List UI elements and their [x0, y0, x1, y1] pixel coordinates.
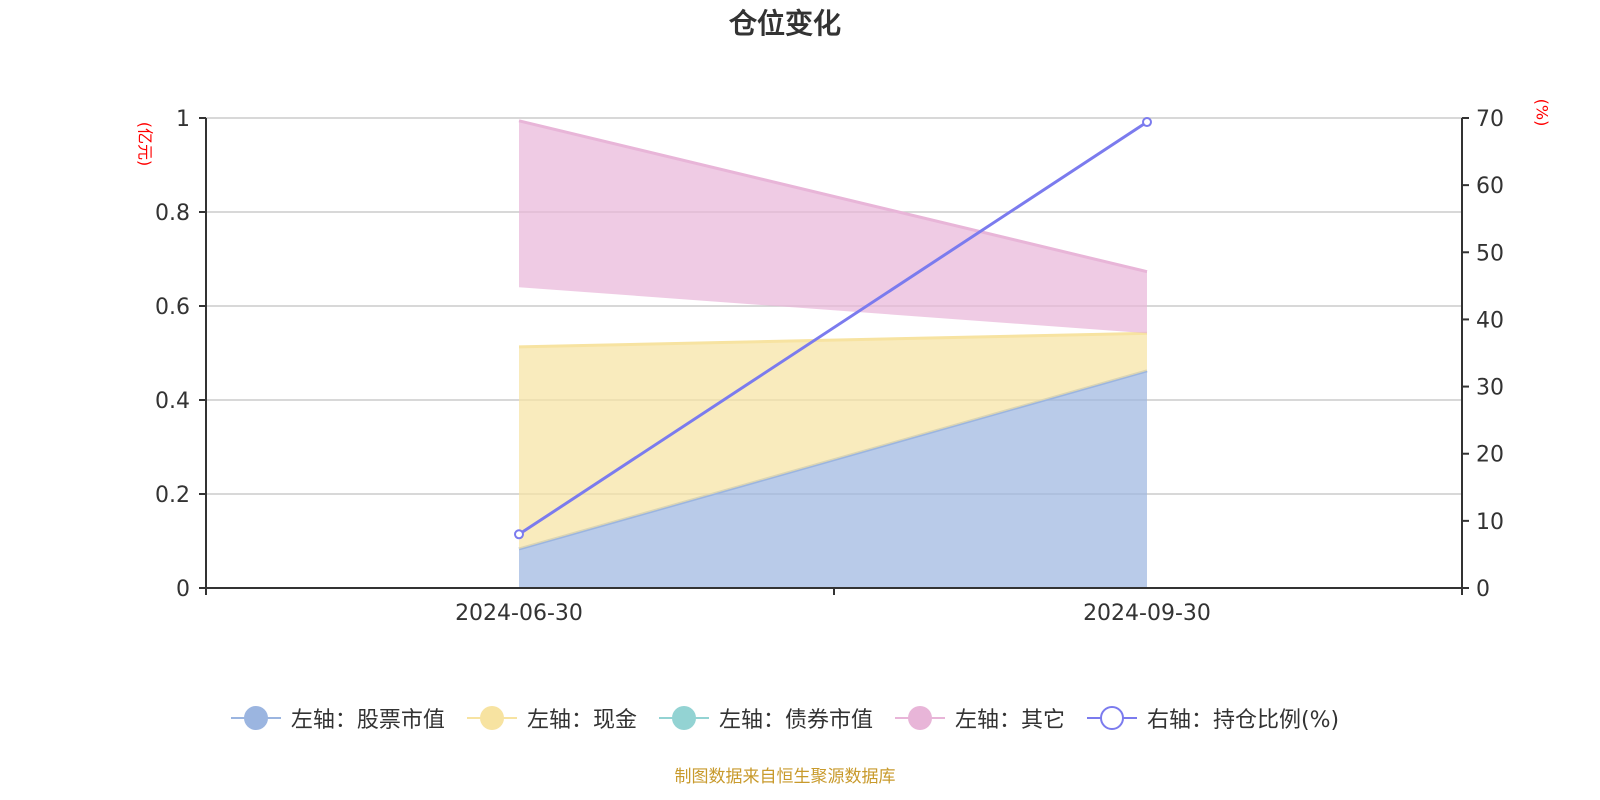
right-axis-unit: (%) — [1532, 98, 1552, 127]
area-3 — [519, 120, 1147, 334]
ratio-point — [514, 529, 524, 540]
left-axis-tick-label: 1 — [176, 107, 190, 132]
legend-circle-icon — [894, 705, 945, 731]
legend-label: 左轴：其它 — [954, 708, 1065, 733]
left-axis-tick-label: 0.2 — [155, 483, 190, 508]
data-source-footer: 制图数据来自恒生聚源数据库 — [674, 767, 896, 787]
area-1 — [519, 333, 1147, 549]
legend-item-stock[interactable]: 左轴：股票市值 — [230, 702, 445, 734]
left-axis-tick-label: 0.4 — [155, 389, 190, 414]
right-axis-tick-label: 70 — [1476, 107, 1504, 132]
left-axis-tick-label: 0.8 — [155, 201, 190, 226]
legend-item-other[interactable]: 左轴：其它 — [894, 702, 1065, 734]
right-axis-tick-label: 60 — [1476, 174, 1504, 199]
legend-hollow-circle-icon — [1086, 705, 1137, 731]
legend-item-ratio[interactable]: 右轴：持仓比例(%) — [1086, 702, 1340, 734]
legend-item-bond[interactable]: 左轴：债券市值 — [658, 702, 873, 734]
ratio-line — [518, 120, 1148, 536]
x-axis-tick-label: 2024-06-30 — [455, 601, 583, 626]
area-edge-1 — [518, 331, 1148, 349]
right-axis-tick-label: 50 — [1476, 241, 1504, 266]
legend-circle-icon — [230, 705, 281, 731]
legend-label: 左轴：债券市值 — [718, 708, 873, 733]
left-axis-tick-label: 0 — [176, 577, 190, 602]
left-axis-unit: (亿元) — [135, 121, 155, 167]
area-0 — [519, 370, 1147, 588]
right-axis-tick-label: 10 — [1476, 510, 1504, 535]
right-axis-tick-label: 20 — [1476, 443, 1504, 468]
legend-label: 右轴：持仓比例(%) — [1146, 708, 1340, 733]
chart-title: 仓位变化 — [728, 7, 841, 40]
legend: 左轴：股票市值 左轴：现金 左轴：债券市值 左轴：其它 右轴：持仓比例(%) — [0, 702, 1570, 734]
legend-circle-icon — [466, 705, 517, 731]
right-axis-tick-label: 0 — [1476, 577, 1490, 602]
legend-item-cash[interactable]: 左轴：现金 — [466, 702, 637, 734]
legend-label: 左轴：股票市值 — [290, 708, 445, 733]
x-axis-tick-label: 2024-09-30 — [1083, 601, 1211, 626]
legend-circle-icon — [658, 705, 709, 731]
legend-label: 左轴：现金 — [526, 708, 637, 733]
area-edge-3 — [518, 119, 1148, 274]
right-axis-tick-label: 30 — [1476, 376, 1504, 401]
ratio-point — [1142, 117, 1152, 128]
right-axis-tick-label: 40 — [1476, 308, 1504, 333]
left-axis-tick-label: 0.6 — [155, 295, 190, 320]
